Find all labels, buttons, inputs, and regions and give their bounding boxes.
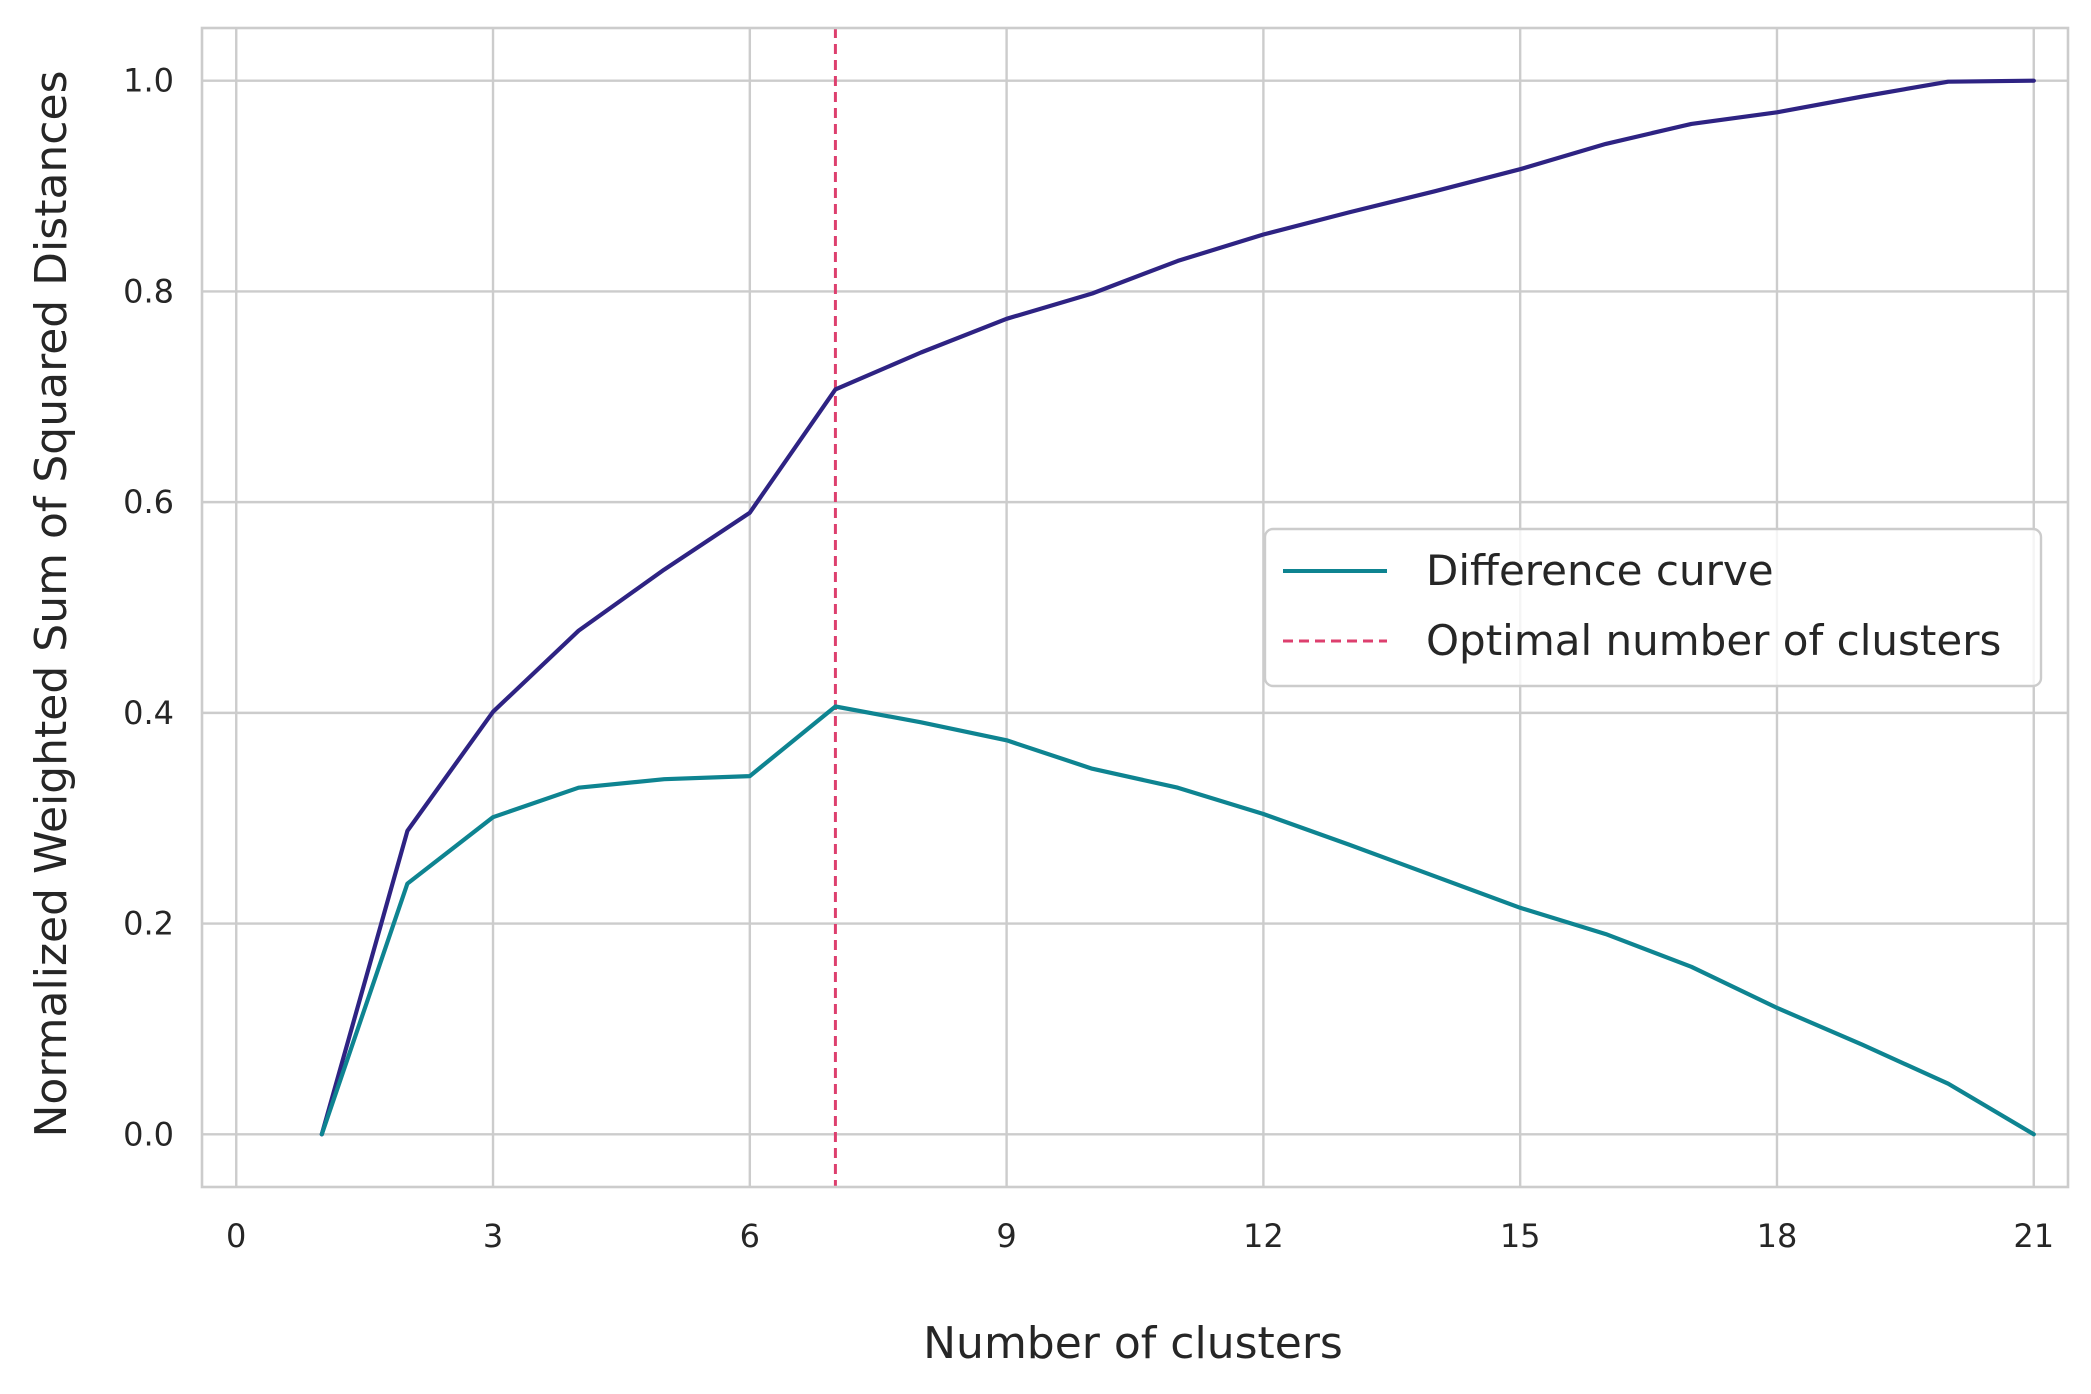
y-tick-label-1.0: 1.0: [123, 62, 174, 100]
y-tick-label-0.0: 0.0: [123, 1115, 174, 1153]
legend: Difference curve Optimal number of clust…: [1263, 527, 2043, 688]
legend-label-optimal-clusters: Optimal number of clusters: [1426, 616, 2001, 665]
legend-label-difference-curve: Difference curve: [1426, 546, 1774, 595]
y-tick-labels: 0.0 0.2 0.4 0.6 0.8 1.0: [123, 62, 174, 1154]
y-tick-label-0.8: 0.8: [123, 272, 174, 310]
series-layer: [319, 78, 2036, 1137]
x-axis-title: Number of clusters: [923, 1318, 1343, 1369]
x-tick-label-18: 18: [1757, 1217, 1798, 1255]
y-axis-title: Normalized Weighted Sum of Squared Dista…: [26, 71, 77, 1138]
y-tick-label-0.4: 0.4: [123, 694, 174, 732]
legend-box: [1263, 527, 2043, 688]
plot-frame: [200, 26, 2070, 1189]
x-tick-label-15: 15: [1500, 1217, 1541, 1255]
x-tick-label-9: 9: [996, 1217, 1016, 1255]
y-tick-label-0.6: 0.6: [123, 483, 174, 521]
x-tick-label-12: 12: [1243, 1217, 1284, 1255]
y-tick-label-0.2: 0.2: [123, 905, 174, 943]
x-tick-label-3: 3: [483, 1217, 503, 1255]
x-tick-label-0: 0: [226, 1217, 246, 1255]
x-tick-label-21: 21: [2013, 1217, 2054, 1255]
x-tick-label-6: 6: [740, 1217, 760, 1255]
x-tick-labels: 0 3 6 9 12 15 18 21: [226, 1217, 2054, 1255]
